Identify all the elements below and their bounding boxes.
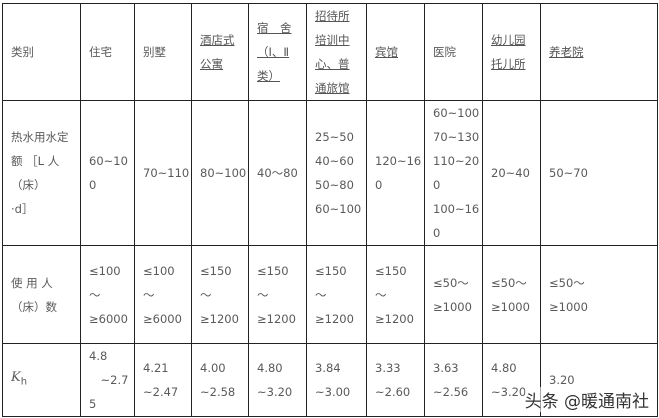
table-cell: 3.63 ~2.56 — [424, 343, 483, 417]
table-cell: ≤50～ ≥1000 — [540, 245, 658, 344]
watermark: 头条 @暖通南社 — [524, 387, 649, 412]
table-cell: ≤50～ ≥1000 — [482, 245, 541, 344]
header-cell: 别墅 — [134, 3, 192, 101]
table-row: Kh 4.8 ~2.7 5 4.21 ~2.47 4.00 ~2.58 4.80… — [2, 343, 658, 417]
table-cell: ≤50～ ≥1000 — [424, 245, 483, 344]
table-cell: 4.80 ~3.20 — [248, 343, 307, 417]
table-cell: 25~50 40~60 50~80 60~100 — [306, 100, 367, 246]
table-cell: 20~40 — [482, 100, 541, 246]
header-cell-link[interactable]: 养老院 — [540, 3, 658, 101]
table-cell: 80~100 — [191, 100, 249, 246]
table-cell: ≤100 ～ ≥6000 — [134, 245, 192, 344]
table-cell: 60~10 0 — [80, 100, 135, 246]
header-cell-link[interactable]: 宾馆 — [366, 3, 425, 101]
table-cell: ≤100 ～ ≥6000 — [80, 245, 135, 344]
table-cell: 40～80 — [248, 100, 307, 246]
row-label: Kh — [2, 343, 81, 417]
kh-symbol: K — [11, 370, 21, 386]
table-cell: 4.21 ~2.47 — [134, 343, 192, 417]
table-cell: 50~70 — [540, 100, 658, 246]
table-cell: ≤150 ～ ≥1200 — [366, 245, 425, 344]
header-cell: 类别 — [2, 3, 81, 101]
header-cell-link[interactable]: 酒店式 公寓 — [191, 3, 249, 101]
header-cell: 住宅 — [80, 3, 135, 101]
header-row: 类别 住宅 别墅 酒店式 公寓 宿 舍 （Ⅰ、Ⅱ 类） 招待所 培训中 心、普 … — [2, 3, 658, 101]
header-cell-link[interactable]: 幼儿园 托儿所 — [482, 3, 541, 101]
row-label: 使 用 人 （床）数 — [2, 245, 81, 344]
header-cell: 医院 — [424, 3, 483, 101]
row-label: 热水用水定 额 ［L 人 （床） ·d］ — [2, 100, 81, 246]
table-row: 使 用 人 （床）数 ≤100 ～ ≥6000 ≤100 ～ ≥6000 ≤15… — [2, 245, 658, 344]
table-cell: 4.00 ~2.58 — [191, 343, 249, 417]
table-cell: ≤150 ～ ≥1200 — [191, 245, 249, 344]
table-cell: 3.33 ~2.60 — [366, 343, 425, 417]
table-cell: 70~110 — [134, 100, 192, 246]
table-cell: 60~100 70~130 110~20 0 100~16 0 — [424, 100, 483, 246]
table-row: 热水用水定 额 ［L 人 （床） ·d］ 60~10 0 70~110 80~1… — [2, 100, 658, 246]
table-cell: ≤150 ～ ≥1200 — [248, 245, 307, 344]
kh-subscript: h — [20, 376, 28, 388]
hot-water-table: 类别 住宅 别墅 酒店式 公寓 宿 舍 （Ⅰ、Ⅱ 类） 招待所 培训中 心、普 … — [2, 3, 658, 417]
table-cell: 4.8 ~2.7 5 — [80, 343, 135, 417]
table-cell: 120~16 0 — [366, 100, 425, 246]
table-cell: 3.84 ~3.00 — [306, 343, 367, 417]
header-cell-link[interactable]: 宿 舍 （Ⅰ、Ⅱ 类） — [248, 3, 307, 101]
table-cell: ≤150 ～ ≥1200 — [306, 245, 367, 344]
header-cell-link[interactable]: 招待所 培训中 心、普 通旅馆 — [306, 3, 367, 101]
